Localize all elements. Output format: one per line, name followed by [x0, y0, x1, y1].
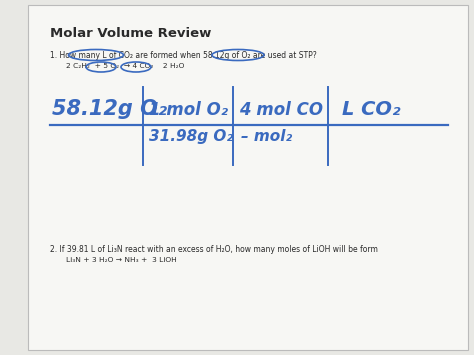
Text: 1. How many L of CO₂ are formed when 58.12g of O₂ are used at STP?: 1. How many L of CO₂ are formed when 58.… — [50, 51, 317, 60]
Text: 58.12g O₂: 58.12g O₂ — [52, 99, 167, 119]
Text: – mol₂: – mol₂ — [241, 129, 292, 144]
FancyBboxPatch shape — [28, 5, 468, 350]
Text: 1 mol O₂: 1 mol O₂ — [149, 101, 228, 119]
Text: 4 mol CO: 4 mol CO — [239, 101, 323, 119]
Text: 2 C₂H₂  + 5 O₂  → 4 CO₂    2 H₂O: 2 C₂H₂ + 5 O₂ → 4 CO₂ 2 H₂O — [66, 63, 184, 69]
Text: 2. If 39.81 L of Li₃N react with an excess of H₂O, how many moles of LiOH will b: 2. If 39.81 L of Li₃N react with an exce… — [50, 245, 378, 254]
Text: Molar Volume Review: Molar Volume Review — [50, 27, 211, 40]
Text: L CO₂: L CO₂ — [342, 100, 401, 119]
Text: Li₃N + 3 H₂O → NH₃ +  3 LiOH: Li₃N + 3 H₂O → NH₃ + 3 LiOH — [66, 257, 177, 263]
Text: 31.98g O₂: 31.98g O₂ — [149, 129, 233, 144]
